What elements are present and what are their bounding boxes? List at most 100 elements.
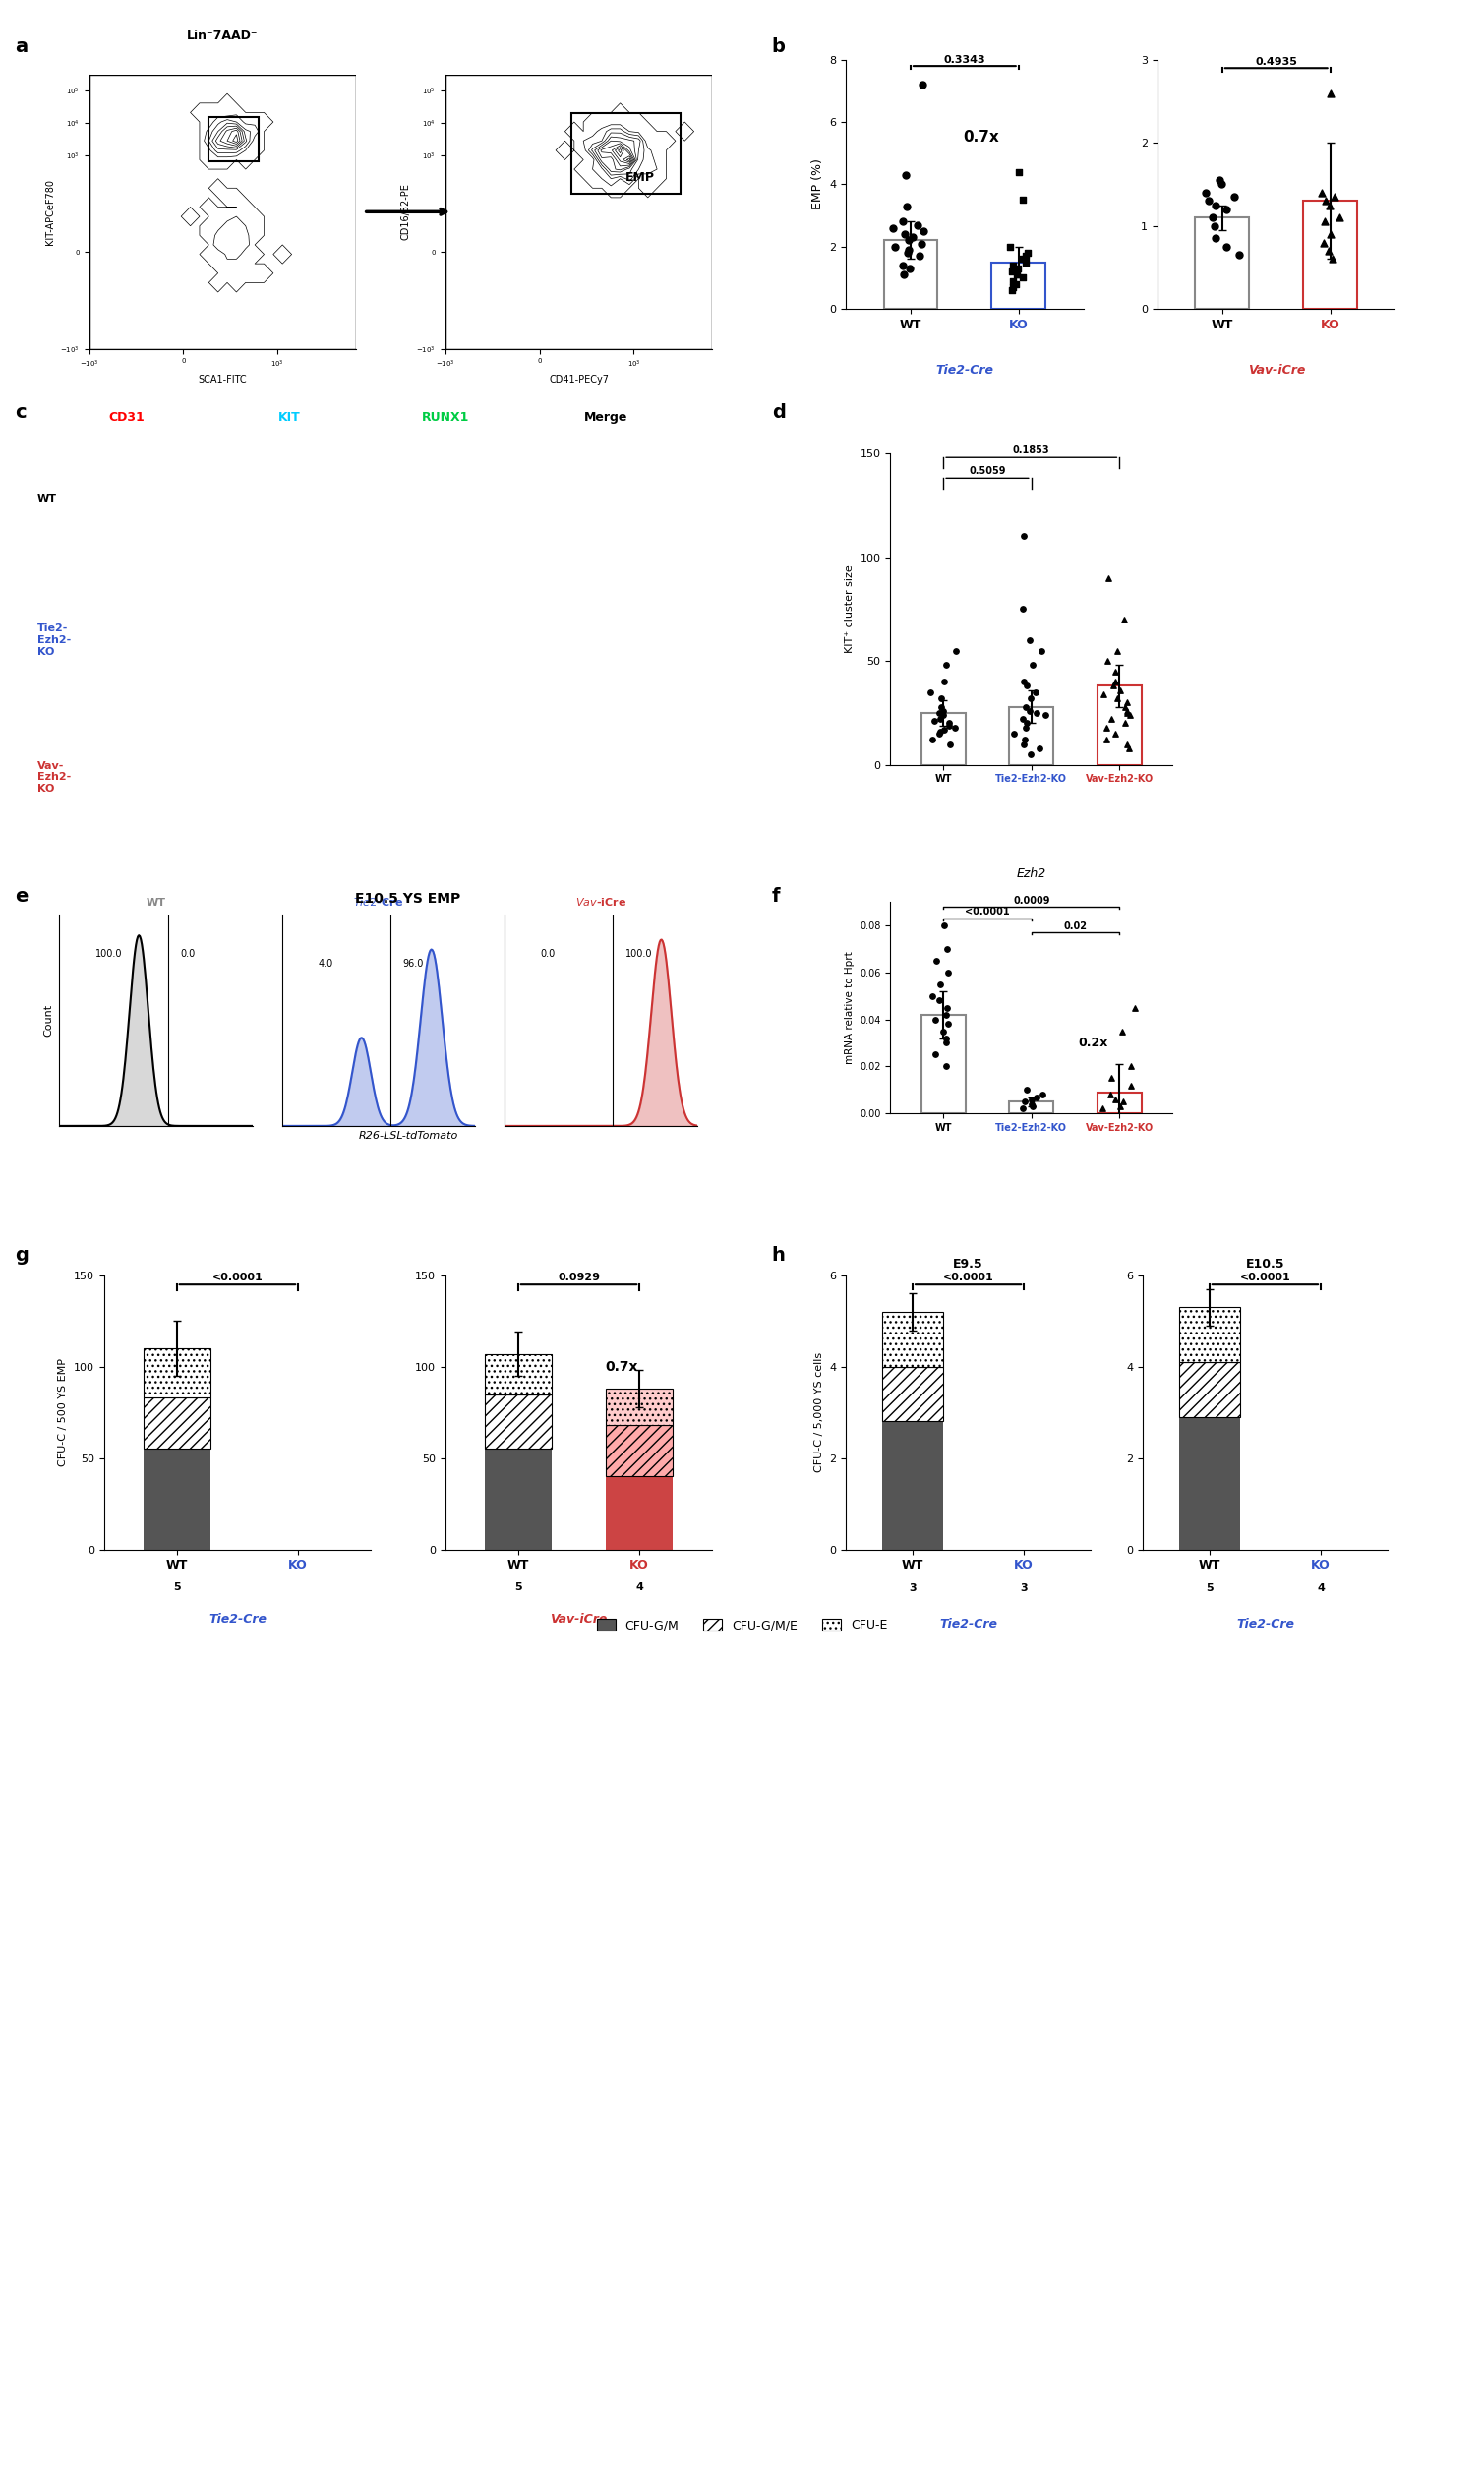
- Point: [932, 904, 956, 944]
- Bar: [1009, 1101, 1054, 1113]
- Point: [1018, 678, 1042, 717]
- Point: [930, 1011, 954, 1051]
- Point: [938, 725, 962, 765]
- Point: [938, 705, 962, 745]
- Point: [1014, 707, 1037, 747]
- Title: E9.5: E9.5: [953, 1258, 984, 1270]
- Title: $\it{Tie2}$-Cre: $\it{Tie2}$-Cre: [353, 897, 404, 907]
- Text: 0.3343: 0.3343: [944, 55, 985, 65]
- Bar: [1009, 707, 1054, 765]
- Bar: [605, 1387, 672, 1425]
- Point: [1112, 600, 1135, 640]
- Bar: [1178, 1308, 1241, 1363]
- Point: [1117, 727, 1141, 767]
- Bar: [1098, 1091, 1141, 1113]
- Point: [883, 227, 907, 267]
- Bar: [605, 1425, 672, 1477]
- Point: [1114, 725, 1138, 765]
- Point: [933, 994, 957, 1034]
- Text: Tie2-Cre: Tie2-Cre: [939, 1619, 997, 1632]
- Text: 100.0: 100.0: [625, 949, 651, 959]
- Point: [1106, 630, 1129, 670]
- Point: [1123, 989, 1147, 1029]
- Bar: [922, 1014, 965, 1113]
- Bar: [144, 1450, 211, 1549]
- Point: [1198, 182, 1221, 222]
- Point: [1112, 1081, 1135, 1121]
- Point: [935, 645, 959, 685]
- Text: 3: 3: [908, 1584, 917, 1594]
- Text: Tie2-Cre: Tie2-Cre: [935, 364, 994, 376]
- Point: [1002, 247, 1025, 286]
- Point: [1011, 1089, 1034, 1128]
- Text: 0.7x: 0.7x: [605, 1360, 638, 1373]
- Point: [913, 212, 936, 252]
- Point: [1011, 590, 1034, 630]
- Text: 4: 4: [635, 1582, 644, 1592]
- Point: [1116, 692, 1140, 732]
- Bar: [485, 1355, 552, 1395]
- Point: [1318, 232, 1342, 272]
- Text: R26-LSL-tdTomato: R26-LSL-tdTomato: [358, 1131, 459, 1141]
- Point: [1202, 207, 1226, 247]
- Point: [933, 1046, 957, 1086]
- Point: [1318, 214, 1342, 254]
- Point: [1024, 673, 1048, 712]
- Text: 0.0009: 0.0009: [1014, 894, 1049, 904]
- Text: 0.2x: 0.2x: [1077, 1036, 1109, 1049]
- Point: [910, 224, 933, 264]
- Point: [895, 187, 919, 227]
- Point: [1097, 558, 1120, 598]
- Point: [1227, 234, 1251, 274]
- Title: $\it{Vav}$-iCre: $\it{Vav}$-iCre: [576, 897, 626, 907]
- Point: [890, 247, 914, 286]
- Text: Vav-iCre: Vav-iCre: [551, 1612, 607, 1624]
- Text: 4: 4: [1316, 1584, 1325, 1594]
- Point: [1018, 735, 1042, 775]
- Point: [930, 690, 954, 730]
- Point: [1000, 272, 1024, 311]
- Point: [936, 1004, 960, 1044]
- Bar: [1178, 1417, 1241, 1549]
- Point: [1015, 1071, 1039, 1111]
- Point: [1114, 683, 1138, 722]
- Bar: [1195, 217, 1250, 309]
- Point: [1214, 227, 1238, 267]
- Text: 100.0: 100.0: [95, 949, 123, 959]
- Point: [1002, 262, 1025, 301]
- Point: [1095, 707, 1119, 747]
- Point: [1110, 1011, 1134, 1051]
- Point: [935, 1019, 959, 1059]
- Text: d: d: [772, 404, 785, 423]
- Text: 0.0: 0.0: [180, 949, 194, 959]
- Point: [1322, 177, 1346, 217]
- Point: [1014, 720, 1037, 760]
- Text: EMP: EMP: [625, 172, 654, 184]
- X-axis label: CD41-PECy7: CD41-PECy7: [549, 374, 608, 384]
- Point: [1003, 264, 1027, 304]
- Point: [911, 65, 935, 105]
- Point: [1012, 1081, 1036, 1121]
- Point: [1091, 1089, 1114, 1128]
- Bar: [922, 712, 965, 765]
- Point: [922, 702, 945, 742]
- Text: 5: 5: [515, 1582, 522, 1592]
- Point: [1117, 695, 1141, 735]
- Point: [1027, 727, 1051, 767]
- Text: <0.0001: <0.0001: [942, 1273, 994, 1283]
- Text: h: h: [772, 1246, 785, 1265]
- Point: [1109, 1086, 1132, 1126]
- Text: 0.0: 0.0: [540, 949, 555, 959]
- Point: [929, 688, 953, 727]
- Point: [1012, 663, 1036, 702]
- Point: [1003, 715, 1027, 755]
- Y-axis label: CD16/32-PE: CD16/32-PE: [401, 184, 411, 239]
- Text: f: f: [772, 887, 781, 907]
- Point: [1012, 516, 1036, 555]
- Y-axis label: CFU-C / 5,000 YS cells: CFU-C / 5,000 YS cells: [815, 1353, 824, 1472]
- Point: [1119, 1046, 1143, 1086]
- Point: [881, 209, 905, 249]
- Text: <0.0001: <0.0001: [965, 907, 1009, 917]
- Point: [1319, 72, 1343, 112]
- Point: [1020, 1079, 1043, 1118]
